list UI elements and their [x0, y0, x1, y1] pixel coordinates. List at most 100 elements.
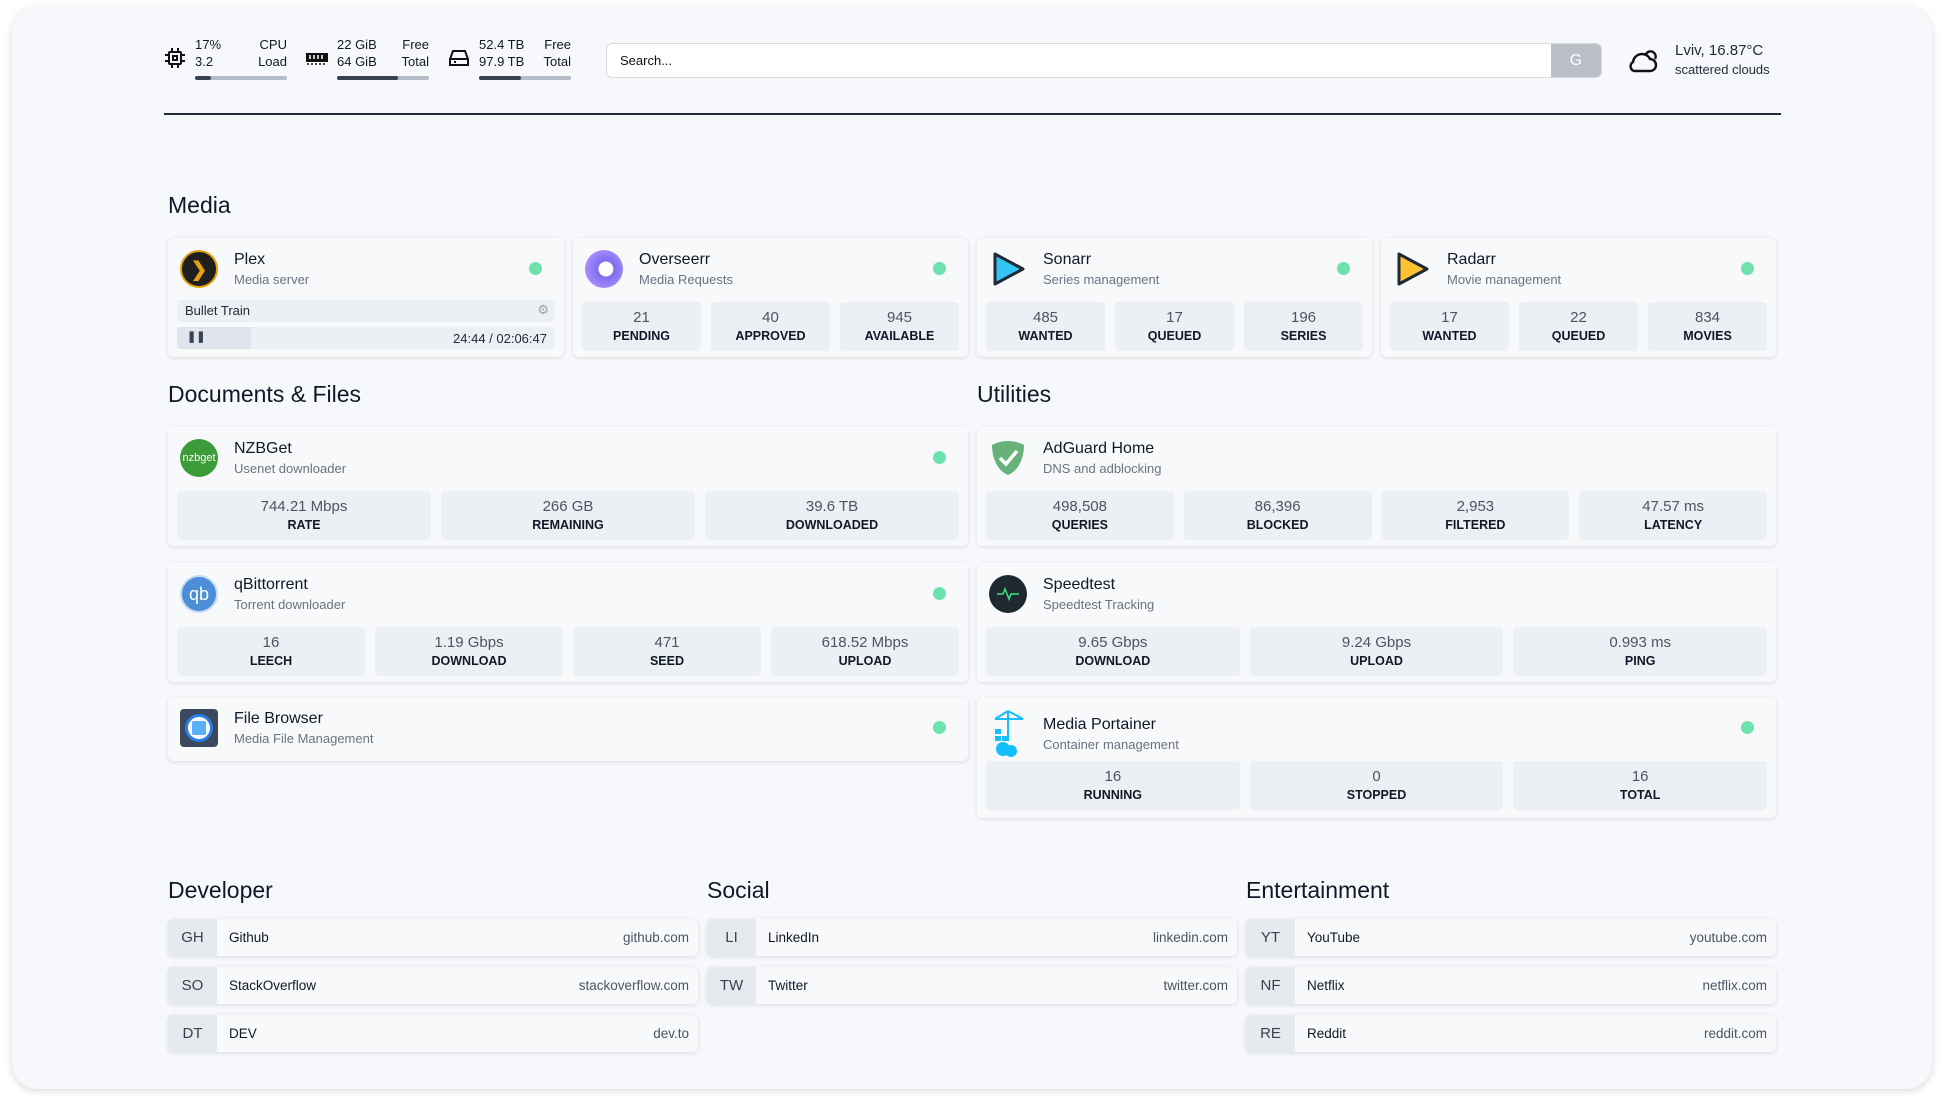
cloud-sun-icon	[1629, 49, 1658, 72]
bookmark-reddit[interactable]: RE Reddit reddit.com	[1246, 1015, 1776, 1052]
stat-box: 0.993 ms PING	[1513, 627, 1768, 676]
status-dot	[933, 721, 946, 734]
bookmark-dev[interactable]: DT DEV dev.to	[168, 1015, 698, 1052]
section-title-utilities: Utilities	[977, 381, 1052, 407]
stat-box: 744.21 Mbps RATE	[177, 491, 431, 540]
service-card-radarr[interactable]: Radarr Movie management 17 WANTED 22 QUEUED 8…	[1381, 238, 1776, 357]
hard-drive-icon	[449, 50, 469, 66]
stat-box: 471 SEED	[573, 627, 761, 676]
bookmark-netflix[interactable]: NF Netflix netflix.com	[1246, 967, 1776, 1004]
memory-free: 22 GiB	[337, 37, 377, 52]
search-provider-button[interactable]: G	[1551, 44, 1601, 77]
section-title-media: Media	[168, 192, 231, 218]
cpu-icon	[165, 48, 185, 68]
bookmark-stackoverflow[interactable]: SO StackOverflow stackoverflow.com	[168, 967, 698, 1004]
service-description: Container management	[1043, 737, 1179, 752]
disk-widget: 52.4 TB Free 97.9 TB Total	[447, 36, 571, 80]
nzbget-logo-icon: nzbget	[180, 439, 218, 477]
service-name: File Browser	[234, 710, 323, 727]
plex-logo-icon: ❯	[180, 250, 218, 288]
stat-label: WANTED	[1018, 329, 1073, 343]
now-playing-title-bar: Bullet Train ⚙	[177, 300, 555, 322]
service-card-adguard[interactable]: AdGuard Home DNS and adblocking 498,508 QU…	[977, 427, 1776, 546]
search-bar: G	[606, 43, 1602, 78]
service-card-speedtest[interactable]: Speedtest Speedtest Tracking 9.65 Gbps DOW…	[977, 563, 1776, 682]
bookmark-github[interactable]: GH Github github.com	[168, 919, 698, 956]
service-name: Media Portainer	[1043, 716, 1156, 733]
memory-icon	[306, 53, 328, 65]
service-name: Plex	[234, 251, 266, 268]
stat-label: MOVIES	[1683, 329, 1732, 343]
stat-value: 266 GB	[542, 498, 594, 515]
service-card-nzbget[interactable]: nzbget NZBGet Usenet downloader 744.21 Mb…	[168, 427, 968, 546]
stats-row: 17 WANTED 22 QUEUED 834 MOVIES	[1390, 302, 1767, 351]
stat-box: 1.19 Gbps DOWNLOAD	[375, 627, 563, 676]
service-card-qbittorrent[interactable]: qb qBittorrent Torrent downloader 16 LEECH…	[168, 563, 968, 682]
free-label: Free	[544, 37, 571, 52]
stat-label: QUEUED	[1147, 329, 1202, 343]
service-card-overseerr[interactable]: Overseerr Media Requests 21 PENDING 40 APPRO…	[573, 238, 968, 357]
cpu-label: CPU	[259, 37, 287, 52]
stat-label: REMAINING	[532, 518, 604, 532]
search-input[interactable]	[607, 53, 1551, 68]
stat-box: 9.24 Gbps UPLOAD	[1249, 627, 1504, 676]
status-dot	[1337, 262, 1350, 275]
weather-condition: scattered clouds	[1675, 62, 1770, 77]
now-playing-title: Bullet Train	[185, 303, 251, 318]
bookmark-url: youtube.com	[1689, 930, 1767, 945]
stat-box: 16 TOTAL	[1513, 761, 1768, 810]
bookmark-abbr: YT	[1246, 919, 1295, 956]
stat-value: 21	[633, 309, 650, 326]
stat-value: 0.993 ms	[1609, 634, 1672, 651]
header-divider	[164, 113, 1781, 115]
status-dot	[1741, 262, 1754, 275]
stat-value: 40	[762, 309, 779, 326]
stat-box: 2,953 FILTERED	[1381, 491, 1570, 540]
bookmark-linkedin[interactable]: LI LinkedIn linkedin.com	[707, 919, 1237, 956]
memory-widget: 22 GiB Free 64 GiB Total	[305, 36, 429, 80]
stat-value: 196	[1290, 309, 1317, 326]
service-card-plex[interactable]: ❯ Plex Media server Bullet Train ⚙ ❚❚ 24:…	[168, 238, 564, 357]
stats-row: 744.21 Mbps RATE 266 GB REMAINING 39.6 TB DOW…	[177, 491, 959, 540]
stat-label: PING	[1624, 654, 1656, 668]
playback-progress[interactable]: ❚❚ 24:44 / 02:06:47	[177, 327, 555, 349]
service-description: Speedtest Tracking	[1043, 597, 1155, 612]
service-card-sonarr[interactable]: Sonarr Series management 485 WANTED 17 QUEUE…	[977, 238, 1372, 357]
bookmark-url: github.com	[622, 930, 689, 945]
stat-box: 47.57 ms LATENCY	[1579, 491, 1767, 540]
status-dot	[1741, 721, 1754, 734]
bookmark-youtube[interactable]: YT YouTube youtube.com	[1246, 919, 1776, 956]
settings-icon[interactable]: ⚙	[537, 302, 549, 317]
service-name: Speedtest	[1043, 576, 1116, 593]
stat-label: UPLOAD	[1350, 654, 1403, 668]
bookmark-abbr: TW	[707, 967, 756, 1004]
service-name: AdGuard Home	[1043, 440, 1155, 457]
stat-label: SEED	[649, 654, 685, 668]
pause-icon[interactable]: ❚❚	[187, 331, 206, 343]
bookmark-abbr: SO	[168, 967, 217, 1004]
bookmark-url: twitter.com	[1163, 978, 1228, 993]
bookmark-url: reddit.com	[1703, 1026, 1767, 1041]
playback-time: 24:44 / 02:06:47	[453, 331, 547, 346]
bookmark-name: Reddit	[1307, 1026, 1347, 1041]
service-name: Radarr	[1447, 251, 1496, 268]
stat-box: 266 GB REMAINING	[441, 491, 695, 540]
service-card-file-browser[interactable]: File Browser Media File Management	[168, 697, 968, 761]
stat-box: 86,396 BLOCKED	[1183, 491, 1372, 540]
stat-value: 485	[1032, 309, 1059, 326]
stat-label: LATENCY	[1644, 518, 1703, 532]
stat-value: 47.57 ms	[1642, 498, 1704, 515]
service-description: DNS and adblocking	[1043, 461, 1162, 476]
service-description: Movie management	[1447, 272, 1562, 287]
stat-value: 9.65 Gbps	[1078, 634, 1148, 651]
service-card-portainer[interactable]: Media Portainer Container management 16 RU…	[977, 697, 1776, 818]
section-title-documents: Documents & Files	[168, 381, 362, 407]
memory-total: 64 GiB	[337, 54, 377, 69]
bookmark-twitter[interactable]: TW Twitter twitter.com	[707, 967, 1237, 1004]
stat-box: 39.6 TB DOWNLOADED	[705, 491, 959, 540]
service-name: qBittorrent	[234, 576, 308, 593]
bookmark-abbr: GH	[168, 919, 217, 956]
bookmark-abbr: LI	[707, 919, 756, 956]
stat-box: 22 QUEUED	[1519, 302, 1638, 351]
stat-box: 40 APPROVED	[711, 302, 830, 351]
